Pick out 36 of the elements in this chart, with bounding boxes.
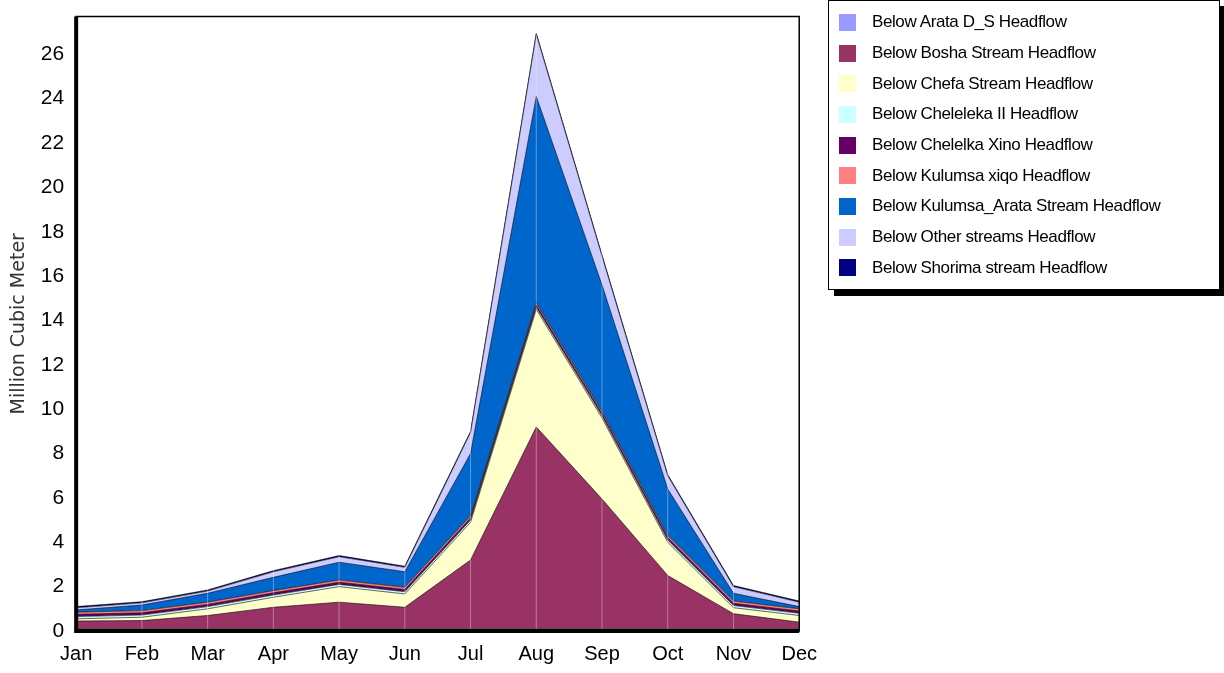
legend-label: Below Kulumsa_Arata Stream Headflow [872, 196, 1161, 217]
legend-label: Below Chefa Stream Headflow [872, 73, 1093, 94]
y-tick-label: 0 [52, 617, 65, 641]
x-tick-label: Jul [457, 641, 484, 664]
y-tick-label: 8 [52, 440, 65, 464]
legend-label: Below Cheleleka II Headflow [872, 104, 1078, 125]
y-tick-label: 10 [40, 395, 65, 419]
x-tick-label: May [320, 641, 358, 664]
y-tick-label: 18 [40, 218, 65, 242]
x-tick-label: Jan [60, 641, 93, 664]
y-tick-label: 14 [40, 307, 65, 331]
x-tick-label: Jun [388, 641, 421, 664]
y-tick-label: 16 [40, 262, 65, 286]
y-tick-label: 12 [40, 351, 65, 375]
y-tick-label: 4 [52, 529, 65, 553]
y-tick-label: 6 [52, 484, 65, 508]
y-tick-label: 2 [52, 573, 65, 597]
x-tick-label: Oct [652, 641, 684, 664]
legend-label: Below Chelelka Xino Headflow [872, 135, 1093, 156]
y-tick-label: 24 [40, 85, 65, 109]
legend-label: Below Shorima stream Headflow [872, 257, 1107, 278]
x-tick-label: Apr [257, 641, 290, 664]
y-tick-label: 20 [40, 174, 65, 198]
x-tick-label: Sep [584, 641, 620, 664]
y-axis-title: Million Cubic Meter [6, 232, 29, 415]
legend-label: Below Other streams Headflow [872, 227, 1096, 248]
x-tick-label: Feb [124, 641, 160, 664]
x-tick-label: Nov [715, 641, 752, 664]
legend-label: Below Kulumsa xiqo Headflow [872, 165, 1090, 186]
y-tick-label: 22 [40, 129, 65, 153]
y-tick-label: 26 [40, 41, 65, 65]
x-tick-label: Aug [518, 641, 555, 664]
legend-label: Below Bosha Stream Headflow [872, 43, 1096, 64]
x-tick-label: Mar [190, 641, 226, 664]
x-tick-label: Dec [781, 641, 818, 664]
legend-label: Below Arata D_S Headflow [872, 12, 1067, 33]
